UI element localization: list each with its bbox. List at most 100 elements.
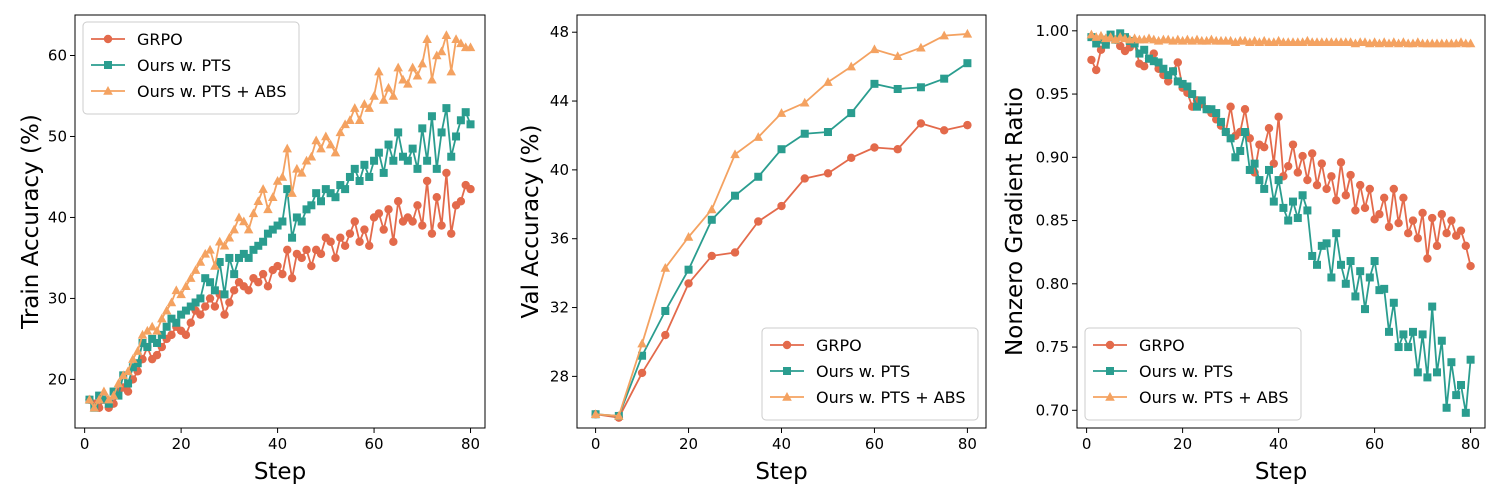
data-point [138,338,147,347]
data-point [707,251,716,261]
x-tick-label: 20 [1173,435,1192,453]
y-tick-label: 0.70 [1036,401,1069,419]
data-point [1418,208,1427,218]
data-point [614,410,624,420]
data-point [1404,229,1413,238]
data-point [124,379,133,388]
legend-label: Ours w. PTS [1139,362,1233,381]
data-point [157,330,166,339]
data-point [331,193,340,202]
legend-label: Ours w. PTS + ABS [137,82,286,101]
data-point [206,278,215,287]
series-abs [1086,29,1476,48]
data-point [1086,29,1097,39]
data-point [436,46,447,56]
data-point [1365,184,1375,194]
legend-label: Ours w. PTS + ABS [816,388,965,407]
data-point [1413,368,1422,377]
data-point [263,229,272,238]
y-axis-label: Nonzero Gradient Ratio [1002,87,1028,356]
data-point [1399,193,1408,202]
data-point [1418,330,1427,339]
data-point [1140,45,1149,54]
data-point [379,168,388,177]
legend-item: Ours w. PTS + ABS [91,82,286,101]
data-point [128,354,138,363]
data-point [1385,327,1393,336]
data-point [423,156,432,165]
data-point [1130,39,1139,48]
data-point [1240,105,1250,114]
data-point [1461,241,1471,251]
data-point [171,285,182,295]
data-point [365,241,374,250]
data-point [307,261,316,271]
data-point [413,201,422,210]
data-point [350,217,359,226]
data-point [660,262,671,272]
data-point [215,257,224,266]
data-point [427,112,436,121]
x-axis-label: Step [1255,459,1307,485]
data-point [637,338,647,348]
data-point [1236,146,1245,155]
data-point [1375,210,1384,219]
data-point [418,221,427,230]
data-point [1308,251,1317,260]
data-point [1361,305,1369,314]
data-point [364,103,374,112]
data-point [210,286,219,295]
data-point [273,261,282,271]
data-point [432,193,441,202]
data-point [754,172,763,181]
data-point [297,253,306,263]
data-point [243,224,254,234]
series-line [88,107,472,409]
data-point [407,62,418,72]
data-point [1105,32,1116,41]
data-point [451,34,461,44]
data-point [1169,67,1177,76]
x-tick-label: 40 [268,435,287,453]
data-point [940,74,949,83]
data-point [225,298,234,307]
y-tick-label: 0.80 [1036,275,1069,293]
data-point [962,28,973,38]
data-point [590,409,601,418]
data-point [132,346,143,355]
data-point [369,90,379,100]
data-point [214,236,225,246]
legend-marker [103,34,113,44]
legend-marker [104,61,112,69]
data-point [823,169,833,178]
data-point [1188,90,1197,99]
data-point [326,237,335,246]
y-tick-label: 30 [48,289,67,307]
data-point [317,197,325,206]
data-point [1303,206,1312,215]
data-point [321,185,330,194]
data-point [205,244,215,254]
data-point [777,145,786,154]
data-point [172,318,181,327]
data-point [99,386,109,396]
data-point [297,217,306,226]
data-point [1207,105,1216,114]
data-point [378,95,389,104]
data-point [1313,260,1321,269]
data-point [254,241,263,250]
data-point [1442,229,1451,238]
data-point [1457,380,1465,389]
data-point [1298,151,1307,161]
data-point [89,402,100,412]
data-point [399,152,407,161]
data-point [1327,172,1336,181]
data-point [1408,216,1418,225]
data-point [1332,196,1341,205]
data-point [196,294,205,303]
data-point [118,370,128,380]
legend-item: Ours w. PTS + ABS [770,388,965,407]
data-point [181,306,190,315]
data-point [326,189,335,198]
